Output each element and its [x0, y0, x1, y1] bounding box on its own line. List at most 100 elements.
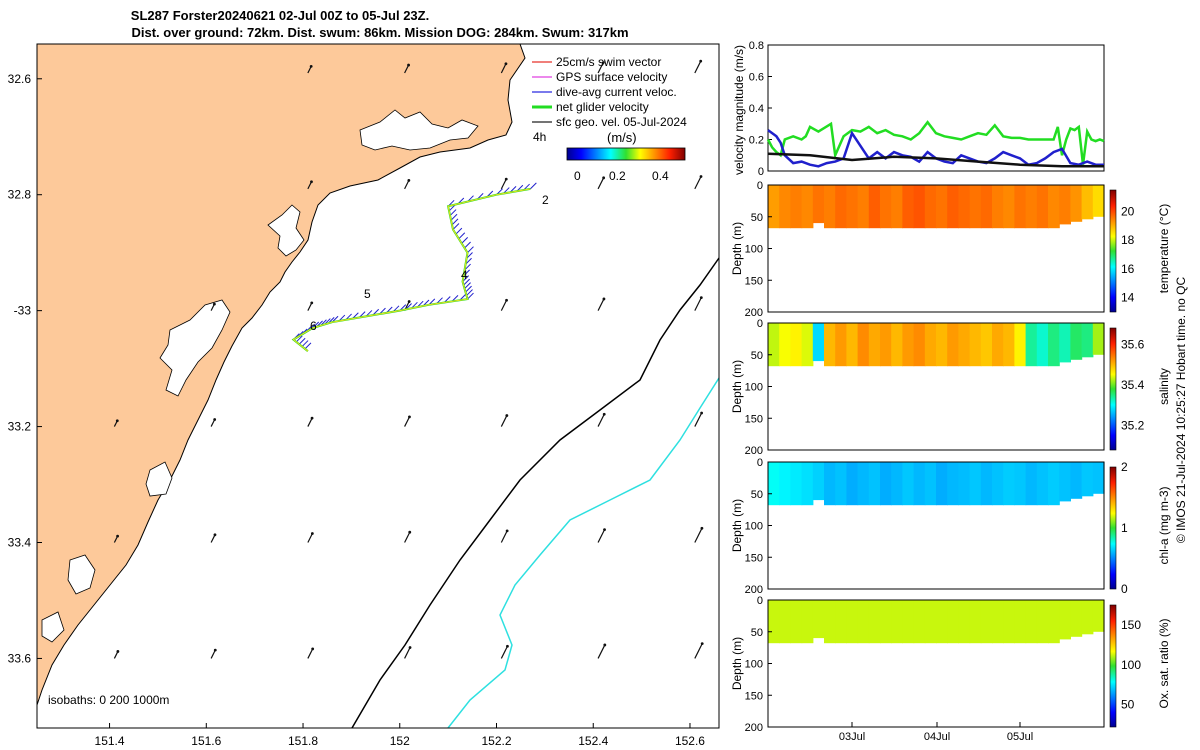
isobath-200m: [351, 257, 720, 729]
geo-velocity-arrow: [500, 299, 508, 311]
geo-velocity-arrowhead: [310, 180, 313, 184]
colorbar-title: chl-a (mg m-3): [1157, 486, 1171, 564]
section-column: [768, 185, 780, 229]
velocity-y-tick-label: 0.6: [749, 72, 764, 84]
section-column: [936, 462, 948, 506]
map-lake: [159, 299, 231, 397]
legend-entry: GPS surface velocity: [556, 70, 667, 84]
map-lake: [267, 204, 305, 257]
section-column: [779, 462, 791, 506]
section-column: [824, 185, 836, 229]
depth-tick-label: 200: [745, 584, 763, 596]
section-column: [790, 462, 803, 506]
section-column: [1092, 462, 1105, 494]
geo-velocity-arrowhead: [408, 530, 412, 534]
geo-velocity-arrowhead: [408, 415, 411, 419]
geo-velocity-arrowhead: [700, 411, 704, 415]
section-column: [1014, 185, 1027, 229]
colorbar-tick: 0: [574, 169, 581, 183]
current-vector: [449, 209, 457, 216]
section-panel-4: 0 50 100 150 200 Depth (m) 50 100 150 Ox. sat. ra…: [730, 595, 1171, 734]
velocity-y-tick-label: 0.2: [749, 135, 764, 147]
time-tick-label: 04Jul: [924, 731, 950, 743]
depth-tick-label: 200: [745, 722, 763, 734]
geo-velocity-arrowhead: [504, 177, 508, 181]
section-column: [824, 600, 836, 644]
section-column: [779, 600, 791, 644]
time-tick-label: 03Jul: [839, 731, 865, 743]
section-column: [913, 323, 926, 367]
geo-velocity-arrow: [500, 415, 508, 427]
map-x-tick-label: 151.6: [191, 734, 221, 748]
velocity-y-tick-label: 0: [758, 166, 764, 178]
section-column: [969, 600, 982, 644]
section-column: [969, 185, 982, 229]
geo-velocity-arrow: [694, 60, 702, 74]
velocity-y-tick-label: 0.4: [749, 103, 764, 115]
section-column: [924, 185, 937, 229]
section-column: [913, 185, 926, 229]
geo-velocity-arrow: [500, 178, 507, 190]
section-column: [947, 462, 959, 506]
chart-title-line1: SL287 Forster20240621 02-Jul 00Z to 05-J…: [130, 8, 430, 23]
velocity-series-line: [766, 120, 1105, 165]
current-vector: [448, 204, 456, 212]
section-column: [1048, 185, 1060, 229]
day-label: 4: [461, 268, 468, 282]
day-label: 2: [542, 193, 549, 207]
colorbar-tick-label: 35.2: [1121, 419, 1145, 433]
map-x-tick-label: 152.4: [578, 734, 608, 748]
section-column: [947, 600, 959, 644]
section-colorbar: [1109, 327, 1117, 451]
velocity-series-line: [767, 129, 1104, 168]
current-vector: [298, 337, 306, 345]
section-column: [1059, 185, 1071, 225]
section-column: [801, 600, 814, 644]
section-column: [790, 600, 803, 644]
section-panel-3: 0 50 100 150 200 Depth (m) 0 1 2 chl-a (mg m-3): [730, 457, 1171, 596]
section-column: [1059, 462, 1071, 502]
section-column: [812, 185, 825, 224]
section-column: [1081, 462, 1094, 497]
section-column: [891, 323, 903, 367]
section-column: [1070, 323, 1083, 360]
time-tick-label: 05Jul: [1007, 731, 1033, 743]
section-column: [790, 185, 803, 229]
velocity-frame: [767, 44, 1105, 172]
map-y-tick-label: -33: [14, 304, 32, 318]
depth-axis-label: Depth (m): [730, 360, 744, 413]
map-x-tick-label: 152.6: [675, 734, 705, 748]
colorbar-title: Ox. sat. ratio (%): [1157, 618, 1171, 708]
legend-entry: net glider velocity: [556, 100, 649, 114]
day-label: 6: [310, 319, 317, 333]
geo-velocity-arrow: [597, 177, 605, 190]
section-column: [1025, 462, 1038, 506]
section-column: [857, 323, 870, 367]
geo-velocity-arrowhead: [213, 533, 217, 537]
section-column: [824, 462, 836, 506]
current-vector: [463, 278, 470, 286]
map-frame: [36, 43, 720, 729]
section-column: [1036, 600, 1049, 644]
section-column: [936, 185, 948, 229]
depth-tick-label: 50: [751, 212, 763, 224]
isobaths-label: isobaths: 0 200 1000m: [48, 693, 169, 707]
section-column: [969, 323, 982, 367]
section-column: [835, 462, 847, 506]
section-column: [891, 185, 903, 229]
section-column: [891, 600, 903, 644]
section-column: [835, 185, 847, 229]
section-column: [880, 185, 892, 229]
velocity-panel: 0 0.2 0.4 0.6 0.8 velocity magnitude (m/s): [732, 40, 1105, 178]
geo-velocity-arrowhead: [408, 646, 412, 649]
colorbar-tick-label: 35.6: [1121, 337, 1145, 351]
geo-velocity-arrow: [597, 414, 605, 427]
map-colorbar: (m/s) 0 0.2 0.4: [566, 130, 686, 183]
current-vector: [455, 227, 463, 235]
depth-tick-label: 0: [757, 595, 763, 607]
velocity-series: [766, 120, 1105, 168]
isobath-1000m: [447, 377, 720, 729]
section-column: [992, 600, 1004, 644]
velocity-y-label: velocity magnitude (m/s): [732, 45, 746, 175]
